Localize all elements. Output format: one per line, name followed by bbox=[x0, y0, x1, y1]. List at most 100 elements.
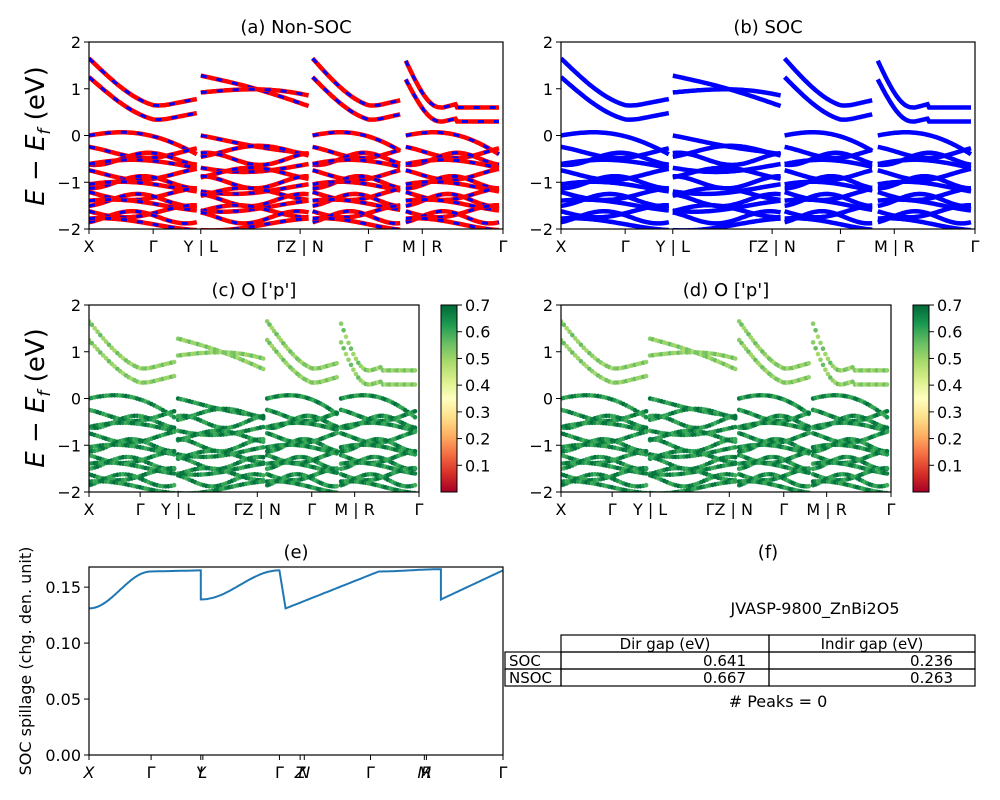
projection-point bbox=[100, 353, 106, 358]
projection-point bbox=[89, 322, 95, 328]
ylabel-sub-mid: f bbox=[35, 388, 55, 397]
ylabel-sub-top: f bbox=[35, 126, 55, 135]
projection-point bbox=[815, 334, 821, 340]
projection-point bbox=[643, 429, 649, 435]
projection-point bbox=[260, 479, 266, 484]
projection-point bbox=[570, 332, 575, 338]
projection-point bbox=[581, 345, 586, 351]
band-line-dashed bbox=[200, 192, 309, 208]
projection-point bbox=[732, 424, 738, 430]
colorbar-tick-label: 0.6 bbox=[937, 323, 962, 342]
panel-a-xtick-label: ΓZ | N bbox=[276, 237, 323, 256]
panel-d-ytick-label: 1 bbox=[543, 343, 553, 362]
colorbar-tick-label: 0.3 bbox=[465, 403, 490, 422]
band-line-dashed bbox=[200, 134, 309, 156]
projection-point bbox=[260, 424, 266, 430]
table-row-nsoc-indir: 0.263 bbox=[910, 669, 953, 687]
projection-point bbox=[820, 346, 826, 352]
projection-point bbox=[334, 483, 340, 489]
projection-point bbox=[171, 471, 177, 476]
panel-c-xtick-label: Y | L bbox=[160, 500, 195, 519]
projection-point bbox=[260, 366, 266, 372]
band-line bbox=[561, 130, 670, 157]
projection-point bbox=[338, 321, 344, 327]
projection-point bbox=[806, 430, 811, 436]
projection-point bbox=[343, 351, 349, 357]
projection-point bbox=[103, 356, 109, 361]
projection-point bbox=[100, 336, 106, 341]
panel-d-ytick-label: −1 bbox=[529, 436, 553, 455]
band-line bbox=[312, 130, 402, 153]
projection-point bbox=[260, 436, 266, 442]
projection-point bbox=[341, 328, 346, 333]
projection-point bbox=[92, 344, 97, 349]
panel-c-xtick-label: Γ bbox=[136, 500, 145, 519]
projection-point bbox=[806, 470, 811, 476]
band-line bbox=[561, 75, 670, 122]
projection-point bbox=[638, 490, 643, 492]
projection-point bbox=[334, 361, 340, 366]
projection-point bbox=[334, 375, 340, 380]
panel-e-xtick-label: Γ bbox=[275, 763, 284, 782]
band-ylabel-mid: E − Ef (eV) bbox=[21, 328, 55, 468]
projection-point bbox=[334, 470, 340, 476]
projection-point bbox=[572, 353, 578, 358]
band-ylabel-top: E − Ef (eV) bbox=[21, 66, 55, 206]
projection-point bbox=[103, 339, 109, 344]
panel-c-ytick-label: 0 bbox=[71, 390, 81, 409]
band-line-dashed bbox=[89, 186, 197, 202]
band-line bbox=[561, 56, 670, 108]
projection-point bbox=[260, 454, 266, 460]
projection-point bbox=[171, 452, 177, 457]
projection-point bbox=[806, 427, 811, 432]
projection-point bbox=[810, 321, 816, 327]
band-line-dashed bbox=[89, 130, 198, 156]
ylabel-math-mid: E − E bbox=[21, 396, 51, 468]
projection-point bbox=[89, 340, 95, 346]
projection-point bbox=[378, 365, 383, 370]
band-line-dashed bbox=[89, 180, 197, 193]
projection-point bbox=[412, 465, 418, 471]
projection-point bbox=[813, 346, 818, 351]
table-id: JVASP-9800_ZnBi2O5 bbox=[729, 599, 899, 619]
panel-a-ytick-label: 0 bbox=[71, 127, 81, 146]
panel-c-xtick-label: ΓZ | N bbox=[234, 500, 281, 519]
projection-point bbox=[825, 371, 831, 377]
band-line-dashed bbox=[89, 216, 197, 229]
band-line bbox=[310, 56, 401, 108]
band-line-dashed bbox=[311, 57, 401, 107]
band-line bbox=[672, 87, 782, 98]
ylabel-unit-mid: (eV) bbox=[21, 328, 51, 390]
panel-d-xtick-label: Γ bbox=[887, 500, 896, 519]
projection-point bbox=[412, 471, 418, 476]
projection-point bbox=[412, 482, 418, 488]
band-line-dashed bbox=[405, 186, 500, 202]
panel-d-xtick-label: X bbox=[556, 500, 567, 519]
band-line bbox=[877, 185, 972, 203]
band-line-dashed bbox=[200, 209, 309, 225]
projection-point bbox=[567, 347, 572, 352]
panel-e-plot bbox=[89, 568, 503, 610]
panel-d-title: (d) O ['p'] bbox=[683, 280, 769, 301]
panel-e-xtick-label: Y bbox=[196, 763, 207, 782]
projection-point bbox=[820, 362, 826, 368]
band-line-dashed bbox=[200, 199, 309, 214]
band-line-dashed bbox=[89, 174, 197, 190]
panel-a-ytick-label: −2 bbox=[57, 220, 81, 239]
band-line-dashed bbox=[405, 145, 500, 160]
panel-a-xtick-label: M | R bbox=[402, 237, 442, 256]
projection-point bbox=[112, 348, 117, 353]
panel-b-xtick-label: Γ bbox=[971, 237, 980, 256]
projection-point bbox=[850, 365, 855, 370]
projection-point bbox=[810, 340, 816, 345]
band-line-dashed bbox=[405, 174, 499, 190]
panel-c-title: (c) O ['p'] bbox=[212, 280, 297, 301]
projection-point bbox=[343, 334, 349, 340]
panel-e-xtick-label: L bbox=[198, 763, 207, 782]
panel-b-title: (b) SOC bbox=[733, 17, 802, 38]
band-line-dashed bbox=[89, 57, 198, 107]
panel-a-ytick-label: 2 bbox=[71, 33, 81, 52]
panel-c-ytick-label: −2 bbox=[57, 483, 81, 502]
panel-a-xtick-label: Γ bbox=[364, 237, 373, 256]
